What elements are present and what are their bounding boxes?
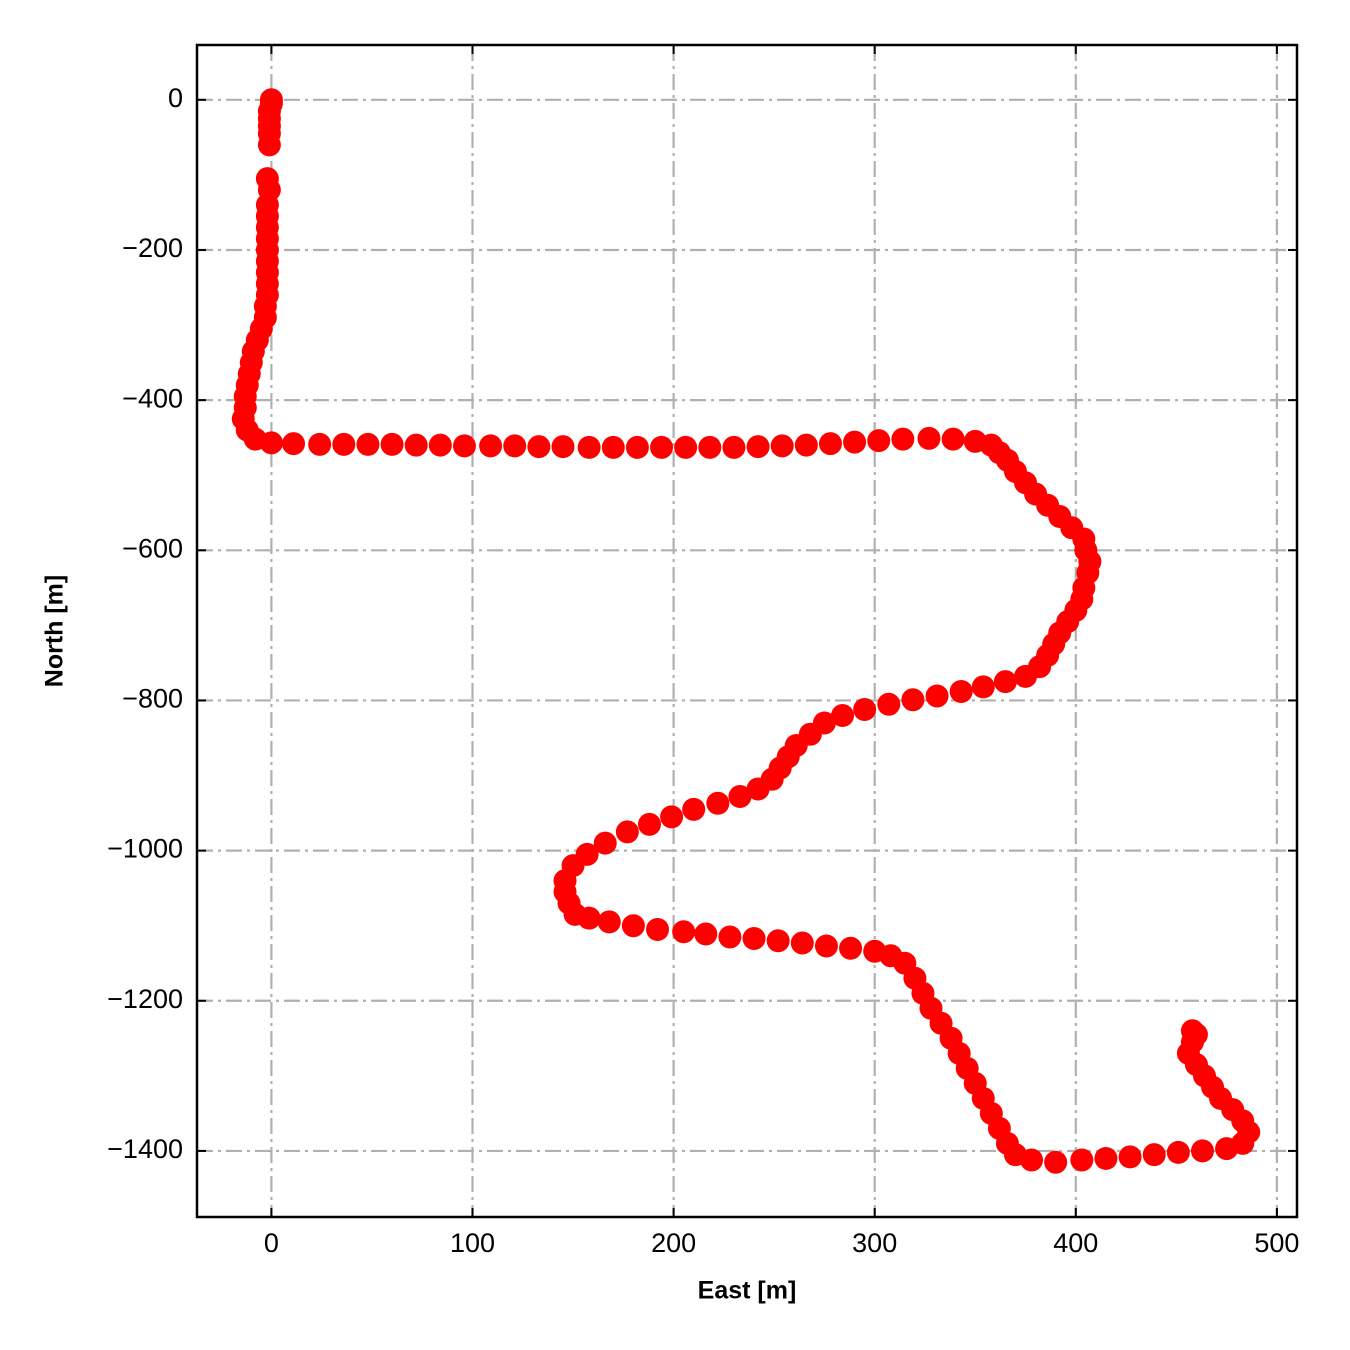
point <box>901 688 925 712</box>
point <box>742 926 766 950</box>
point <box>917 426 941 450</box>
point <box>308 432 332 456</box>
x-axis-label: East [m] <box>698 1277 797 1305</box>
point <box>843 430 867 454</box>
point <box>257 133 281 157</box>
x-tick-label: 200 <box>651 1228 696 1258</box>
point <box>428 433 452 457</box>
y-axis-label: North [m] <box>41 575 69 687</box>
point <box>766 929 790 953</box>
x-tick-label: 400 <box>1053 1228 1098 1258</box>
point <box>404 433 428 457</box>
x-tick-label: 100 <box>450 1228 495 1258</box>
point <box>1070 1148 1094 1172</box>
x-tick-label: 500 <box>1254 1228 1299 1258</box>
point <box>971 675 995 699</box>
point <box>479 434 503 458</box>
point <box>1044 1150 1068 1174</box>
point <box>674 435 698 459</box>
point <box>867 429 891 453</box>
point <box>551 435 575 459</box>
point <box>259 431 283 455</box>
y-tick-label: 0 <box>168 83 183 113</box>
point <box>770 434 794 458</box>
point <box>1014 664 1038 688</box>
y-tick-label: −200 <box>122 233 183 263</box>
y-tick-label: −800 <box>122 684 183 714</box>
plot-frame <box>195 43 1299 1219</box>
point <box>925 684 949 708</box>
point <box>814 934 838 958</box>
point <box>718 925 742 949</box>
point <box>694 922 718 946</box>
point <box>1118 1145 1142 1169</box>
point <box>818 432 842 456</box>
point <box>527 435 551 459</box>
point <box>577 906 601 930</box>
point <box>282 432 306 456</box>
y-tick-label: −1400 <box>107 1134 183 1164</box>
point <box>949 679 973 703</box>
point <box>746 777 770 801</box>
point <box>839 936 863 960</box>
point <box>794 433 818 457</box>
x-tick-label: 300 <box>852 1228 897 1258</box>
point <box>577 435 601 459</box>
point <box>941 427 965 451</box>
point <box>1020 1148 1044 1172</box>
point <box>650 435 674 459</box>
point <box>853 697 877 721</box>
y-tick-label: −400 <box>122 383 183 413</box>
point <box>380 432 404 456</box>
point <box>452 434 476 458</box>
point <box>993 670 1017 694</box>
point <box>593 831 617 855</box>
x-tick-label: 0 <box>264 1228 279 1258</box>
point <box>790 931 814 955</box>
point <box>1166 1140 1190 1164</box>
point <box>698 435 722 459</box>
y-tick-label: −1000 <box>107 834 183 864</box>
point <box>660 805 684 829</box>
point <box>891 427 915 451</box>
point <box>746 435 770 459</box>
point <box>1142 1143 1166 1167</box>
point <box>356 432 380 456</box>
point <box>621 914 645 938</box>
point <box>706 791 730 815</box>
point <box>722 435 746 459</box>
point <box>877 692 901 716</box>
y-tick-label: −600 <box>122 533 183 563</box>
point <box>646 917 670 941</box>
point <box>831 703 855 727</box>
point <box>615 820 639 844</box>
point <box>625 435 649 459</box>
point <box>1190 1139 1214 1163</box>
point <box>332 432 356 456</box>
point <box>1094 1146 1118 1170</box>
point <box>672 920 696 944</box>
point <box>1180 1019 1204 1043</box>
point <box>601 435 625 459</box>
point <box>597 910 621 934</box>
point <box>728 785 752 809</box>
point <box>637 812 661 836</box>
point <box>503 434 527 458</box>
y-tick-label: −1200 <box>107 984 183 1014</box>
point <box>682 797 706 821</box>
